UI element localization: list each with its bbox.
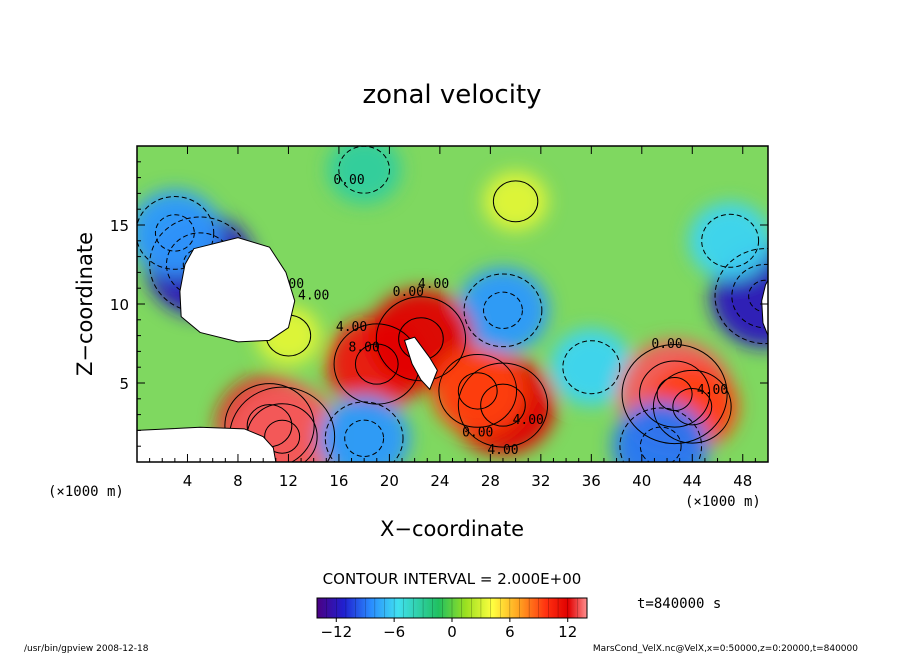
field-region-upper-green bbox=[483, 171, 548, 232]
contour-ring bbox=[137, 196, 215, 270]
contour-label: 4.00 bbox=[513, 413, 544, 428]
contour-label: 0.00 bbox=[393, 285, 424, 300]
contour-ring bbox=[639, 360, 711, 428]
contour-ring bbox=[224, 383, 315, 462]
x-tick-label: 12 bbox=[279, 472, 298, 490]
contour-ring bbox=[480, 383, 526, 427]
contour-ring bbox=[324, 401, 404, 462]
x-unit-right: (×1000 m) bbox=[685, 494, 761, 510]
contour-ring bbox=[375, 296, 467, 382]
contour-ring bbox=[463, 273, 543, 348]
contour-label: 4.00 bbox=[336, 320, 367, 335]
x-axis-label: X−coordinate bbox=[380, 517, 524, 541]
contour-label: 4.00 bbox=[487, 443, 518, 458]
y-axis-label: Z−coordinate bbox=[73, 232, 97, 376]
x-tick-label: 4 bbox=[183, 472, 193, 490]
x-tick-label: 20 bbox=[380, 472, 399, 490]
x-tick-label: 32 bbox=[531, 472, 550, 490]
field-region-bottom-blue bbox=[318, 395, 411, 462]
colorbar-tick-label: −12 bbox=[320, 623, 352, 641]
contour-ring bbox=[714, 248, 768, 345]
y-tick-label: 15 bbox=[110, 217, 129, 235]
contour-ring bbox=[457, 372, 498, 410]
contour-ring bbox=[264, 419, 301, 454]
colorbar-tick-label: 6 bbox=[505, 623, 515, 641]
field-region-bottom-right-blue bbox=[612, 401, 709, 462]
contour-interval: CONTOUR INTERVAL = 2.000E+00 bbox=[323, 570, 582, 588]
footer-left: /usr/bin/gpview 2008-12-18 bbox=[24, 644, 149, 654]
contour-label: 0.00 bbox=[651, 337, 682, 352]
contour-ring bbox=[483, 291, 523, 330]
contour-ring bbox=[672, 388, 713, 426]
contour-label: 4.00 bbox=[697, 383, 728, 398]
contour-label: 0.00 bbox=[462, 426, 493, 441]
contour-ring bbox=[154, 214, 195, 252]
footer-right: MarsCond_VelX.nc@VelX,x=0:50000,z=0:2000… bbox=[593, 644, 858, 654]
contour-ring bbox=[562, 340, 621, 395]
contour-ring bbox=[701, 213, 760, 268]
field-region-center-right-cyan bbox=[549, 328, 633, 406]
x-tick-label: 8 bbox=[233, 472, 243, 490]
contour-ring bbox=[438, 354, 518, 428]
plot-area: 0.004.008.004.008.000.004.000.004.004.00… bbox=[137, 146, 768, 462]
x-tick-label: 24 bbox=[430, 472, 449, 490]
x-tick-label: 40 bbox=[632, 472, 651, 490]
colorbar-tick-label: 0 bbox=[447, 623, 457, 641]
contour-ring bbox=[344, 419, 385, 457]
contour-label: 4.00 bbox=[418, 277, 449, 292]
field-region-lower-orange bbox=[431, 347, 524, 434]
x-unit-left: (×1000 m) bbox=[48, 484, 124, 500]
contour-ring bbox=[619, 407, 703, 462]
field-region-center-blue bbox=[457, 267, 549, 354]
cutout-right-edge-cut bbox=[761, 280, 768, 336]
contour-ring bbox=[652, 369, 732, 444]
field-region-top-mid-cyan bbox=[327, 146, 401, 204]
contour-label: 0.00 bbox=[333, 173, 364, 188]
x-tick-label: 28 bbox=[481, 472, 500, 490]
colorbar-tick-label: −6 bbox=[383, 623, 405, 641]
cutout-upper-left-cut bbox=[179, 237, 296, 343]
colorbar: −12 −6 0 6 12 bbox=[316, 597, 588, 641]
time-label: t=840000 s bbox=[637, 596, 721, 612]
chart-title: zonal velocity bbox=[362, 80, 541, 110]
contour-ring bbox=[492, 180, 539, 223]
contour-label: 4.00 bbox=[298, 288, 329, 303]
x-tick-label: 48 bbox=[733, 472, 752, 490]
colorbar-tick-label: 12 bbox=[558, 623, 577, 641]
contour-ring bbox=[639, 426, 682, 462]
contour-label: 8.00 bbox=[349, 340, 380, 355]
y-tick-label: 10 bbox=[110, 296, 129, 314]
field-region-right-edge-blue bbox=[688, 202, 768, 280]
y-tick-label: 5 bbox=[119, 375, 129, 393]
x-tick-label: 44 bbox=[683, 472, 702, 490]
cutout-ridge-cut bbox=[403, 336, 438, 391]
contour-ring bbox=[621, 344, 728, 445]
x-tick-label: 36 bbox=[582, 472, 601, 490]
x-tick-label: 16 bbox=[329, 472, 348, 490]
